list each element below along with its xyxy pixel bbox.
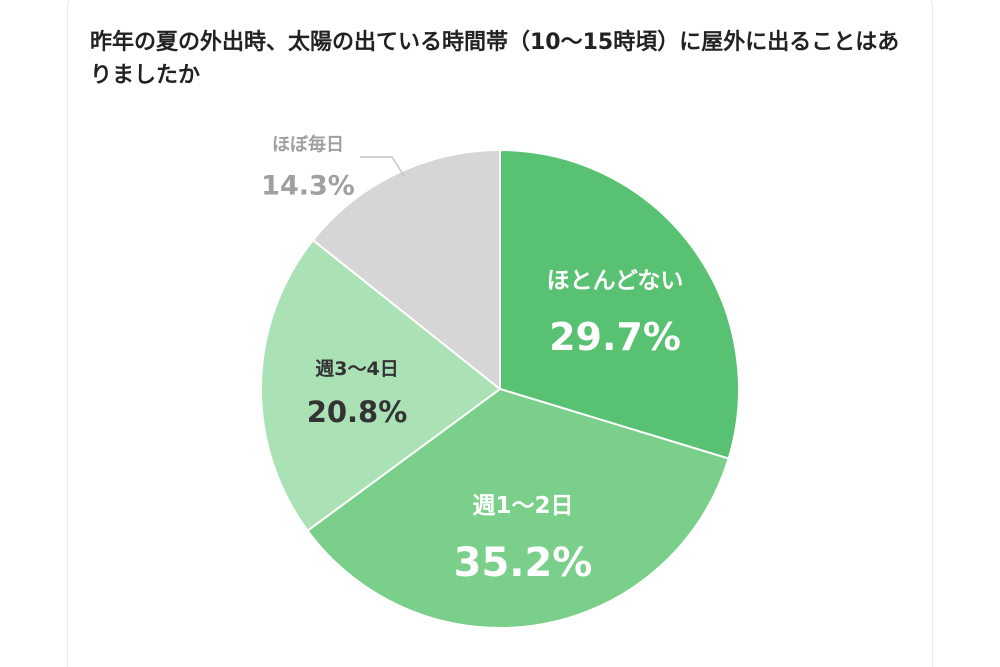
slice-4-leader-line xyxy=(360,156,405,177)
slice-3-wedge xyxy=(260,239,501,532)
pie-slices xyxy=(260,149,740,629)
slice-2-label: 週1〜2日 xyxy=(472,493,573,519)
slice-1-label: ほとんどない xyxy=(547,268,684,294)
slice-4-value: 14.3% xyxy=(261,171,355,202)
chart-title: 昨年の夏の外出時、太陽の出ている時間帯（10〜15時頃）に屋外に出ることはありま… xyxy=(90,30,900,88)
leader-lines xyxy=(360,156,405,177)
slice-2-value: 35.2% xyxy=(454,540,593,586)
slice-1-wedge xyxy=(499,149,740,460)
slice-1-value: 29.7% xyxy=(549,315,681,359)
slice-4-wedge xyxy=(312,149,501,390)
slice-3-value: 20.8% xyxy=(307,395,408,429)
slice-labels: ほとんどない 29.7% 週1〜2日 35.2% 週3〜4日 20.8% ほぼ毎日 14.3% xyxy=(261,134,683,587)
slice-3-label: 週3〜4日 xyxy=(315,358,398,380)
slice-4-label: ほぼ毎日 xyxy=(272,134,344,156)
slice-2-wedge xyxy=(306,388,730,629)
